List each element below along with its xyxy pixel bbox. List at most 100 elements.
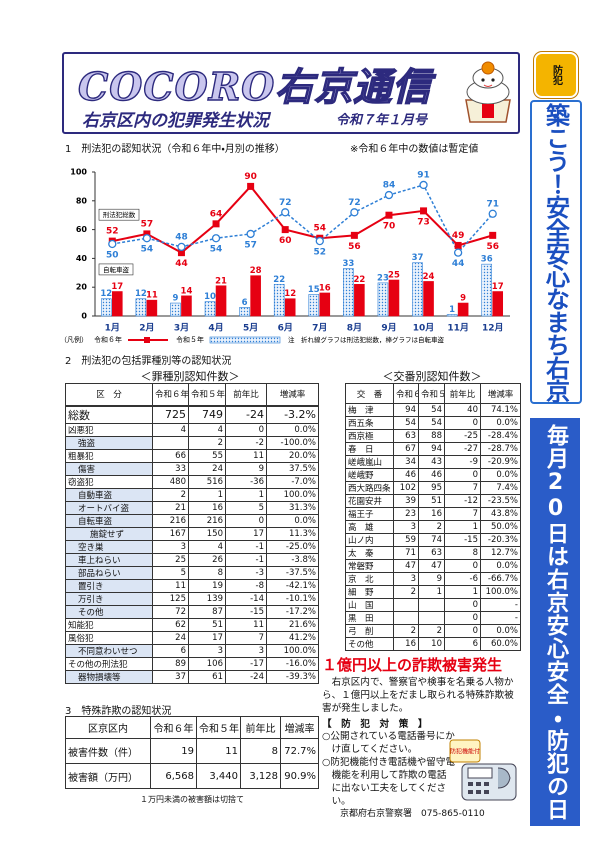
bar bbox=[308, 294, 320, 317]
x-tick-label: 10月 bbox=[413, 323, 435, 334]
cell: 37.5% bbox=[266, 461, 319, 476]
table-row: 自動車盗 2 1 1 100.0% bbox=[65, 487, 319, 502]
cell: 74.1% bbox=[480, 403, 521, 417]
row-label: 花園安井 bbox=[345, 494, 394, 508]
row-label: 空き巣 bbox=[65, 539, 153, 554]
table-row: 車上ねらい 25 26 -1 -3.8% bbox=[65, 552, 319, 567]
note: ※令和６年中の数値は暫定値 bbox=[350, 144, 479, 155]
line-marker bbox=[489, 231, 497, 239]
phone-sign bbox=[449, 739, 481, 763]
cell: 74 bbox=[418, 533, 445, 547]
cell: 63 bbox=[418, 546, 445, 560]
cell: 139 bbox=[188, 591, 226, 606]
cell: -2 bbox=[225, 435, 267, 450]
cell: -15 bbox=[225, 604, 267, 619]
cell: 106 bbox=[188, 656, 226, 671]
cell: 1 bbox=[444, 585, 481, 599]
line-label: 60 bbox=[279, 236, 292, 246]
cell: 63 bbox=[393, 429, 419, 443]
cell: -20.9% bbox=[480, 455, 521, 469]
cell: 59 bbox=[393, 533, 419, 547]
cell: 4 bbox=[188, 539, 226, 554]
table-row: 常磐野 47 47 0 0.0% bbox=[345, 559, 521, 573]
bar bbox=[423, 281, 434, 317]
cell: 3 bbox=[393, 572, 419, 586]
row-label: 高 雄 bbox=[345, 520, 394, 534]
cell: 24 bbox=[152, 630, 189, 645]
section-title: 1 刑法犯の認知状況（令和６年中・月別の推移） bbox=[65, 144, 285, 155]
bar-label: 14 bbox=[181, 286, 193, 296]
cell: -37.5% bbox=[266, 565, 319, 580]
cell: 11.3% bbox=[266, 526, 319, 541]
cell: -1 bbox=[225, 552, 267, 567]
header-box: COCORO右京通信 右京区内の犯罪発生状況 令和７年１月号 bbox=[62, 52, 520, 134]
measures-title: 【 防 犯 対 策 】 bbox=[322, 719, 428, 730]
header-cell: 令和５年 bbox=[188, 383, 226, 406]
header-row: 区 分令和６年 令和５年 前年比 増減率 bbox=[65, 383, 319, 406]
cell: 94 bbox=[418, 442, 445, 456]
cell: 54 bbox=[418, 403, 445, 417]
line-label: 90 bbox=[244, 172, 257, 182]
line-label: 56 bbox=[486, 242, 499, 252]
cell: 7.4% bbox=[480, 481, 521, 495]
y-tick-label: 20 bbox=[76, 283, 88, 292]
table-row: 京 北 3 9 -6 -66.7% bbox=[345, 572, 521, 586]
cell: 55 bbox=[188, 448, 226, 463]
cell bbox=[393, 598, 419, 612]
header-cell: 令和６年 bbox=[393, 383, 419, 404]
row-label: 置引き bbox=[65, 578, 153, 593]
footer-contact: 京都府右京警察署 075-865-0110 bbox=[340, 809, 485, 819]
line-marker bbox=[420, 207, 428, 215]
table-row: 黒 田 0- bbox=[345, 611, 521, 625]
cell: 3 bbox=[225, 643, 267, 658]
cell: 3 bbox=[393, 520, 419, 534]
bar-label: 12 bbox=[100, 289, 112, 299]
bar-label: 22 bbox=[273, 275, 285, 285]
table-row: 風俗犯 24 17 7 41.2% bbox=[65, 630, 319, 645]
bar-label: 37 bbox=[412, 253, 424, 263]
header-cell: 増減率 bbox=[280, 716, 319, 739]
row-label: 部品ねらい bbox=[65, 565, 153, 580]
row-label: 春 日 bbox=[345, 442, 394, 456]
x-tick-label: 8月 bbox=[347, 323, 362, 334]
cell: 6 bbox=[444, 637, 481, 651]
line-label: 73 bbox=[417, 217, 430, 227]
cell: 2 bbox=[152, 487, 189, 502]
cell: 2 bbox=[418, 624, 445, 638]
bar bbox=[111, 291, 123, 317]
cell: 11 bbox=[225, 617, 267, 632]
cell: 71 bbox=[393, 546, 419, 560]
bar bbox=[135, 298, 147, 317]
bar-label: 10 bbox=[204, 292, 216, 302]
cell: 725 bbox=[152, 405, 189, 424]
cell: -7.0% bbox=[266, 474, 319, 489]
cell: 26 bbox=[188, 552, 226, 567]
row-label: 知能犯 bbox=[65, 617, 153, 632]
cell: 0.0% bbox=[480, 559, 521, 573]
row-label: 車上ねらい bbox=[65, 552, 153, 567]
line-label: 84 bbox=[383, 181, 396, 191]
bar-label: 24 bbox=[423, 272, 435, 282]
row-label: 施錠せず bbox=[65, 526, 153, 541]
cell: 3 bbox=[152, 539, 189, 554]
cell: -17 bbox=[225, 656, 267, 671]
row-label: 風俗犯 bbox=[65, 630, 153, 645]
row-label: その他 bbox=[65, 604, 153, 619]
cell: 1 bbox=[418, 585, 445, 599]
cell: 90.9% bbox=[280, 763, 319, 789]
cell: 7 bbox=[444, 507, 481, 521]
cell: -23.5% bbox=[480, 494, 521, 508]
line-caption: 刑法犯総数 bbox=[103, 210, 136, 219]
phone-illustration: 防犯機能付 bbox=[449, 739, 517, 801]
cell: 23 bbox=[393, 507, 419, 521]
cell: 0 bbox=[444, 611, 481, 625]
row-label: 自動車盗 bbox=[65, 487, 153, 502]
cell: 94 bbox=[393, 403, 419, 417]
table-row: 傷害 33 24 9 37.5% bbox=[65, 461, 319, 476]
table-row: 粗暴犯 66 55 11 20.0% bbox=[65, 448, 319, 463]
cell: 16 bbox=[418, 507, 445, 521]
x-tick-label: 9月 bbox=[381, 323, 396, 334]
cell: 11 bbox=[225, 448, 267, 463]
bar bbox=[377, 282, 389, 317]
